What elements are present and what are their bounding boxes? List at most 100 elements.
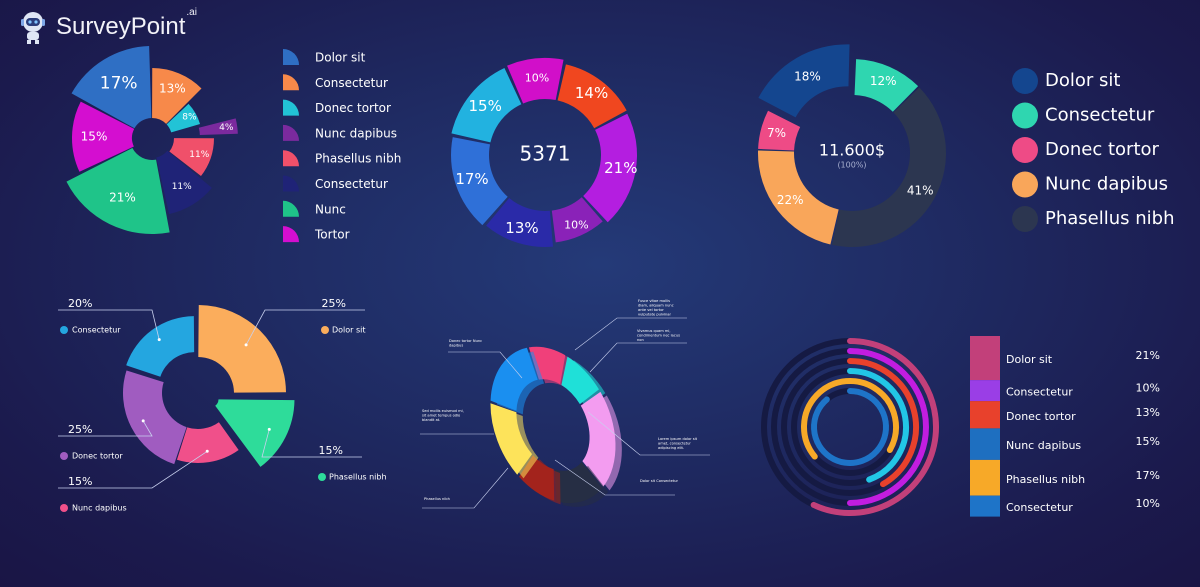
callout-dot <box>267 427 271 431</box>
radial-bar-2 <box>847 348 929 506</box>
slice-label: 17% <box>100 73 138 93</box>
pie-slice-7 <box>66 147 170 234</box>
callout-line <box>58 420 153 437</box>
legend-swatch-icon <box>283 226 299 243</box>
segment-label: 21% <box>604 159 637 177</box>
callout-label: Donec tortor <box>72 452 123 461</box>
donut-segment-5 <box>486 198 554 248</box>
legend-dot-icon <box>60 452 68 460</box>
slice-label: 11% <box>172 182 192 192</box>
annotation-line <box>574 317 687 351</box>
pie-slice-1 <box>71 46 152 129</box>
donut-segment-5 <box>758 44 850 118</box>
slice-label: 13% <box>159 82 186 96</box>
segment-label: 22% <box>777 193 804 207</box>
callout-value: 15% <box>319 444 343 457</box>
pie-slice-6 <box>156 150 212 215</box>
donut-segment-7 <box>451 67 522 143</box>
segment-label: 13% <box>505 219 538 237</box>
legend-label: Consectetur <box>1006 501 1073 514</box>
donut-segment-6 <box>451 137 508 226</box>
callout-label: Dolor sit <box>332 326 366 335</box>
radial-bar-6 <box>811 388 889 466</box>
legend-label: Dolor sit <box>1006 353 1053 366</box>
legend-value: 10% <box>1136 382 1160 395</box>
legend-label: Nunc dapibus <box>1045 174 1168 195</box>
legend-label: Nunc dapibus <box>315 126 397 140</box>
annotation-text: Sed mollis euismod mi, sit amet tempus od… <box>422 409 464 422</box>
callout-dot <box>205 449 209 453</box>
radial-bar-5 <box>801 378 899 460</box>
donut-segment-4 <box>758 110 801 151</box>
legend-label: Phasellus nibh <box>1045 208 1175 229</box>
pie-slice-4 <box>123 370 187 465</box>
legend-label: Donec tortor <box>1006 410 1076 423</box>
annotation-line <box>587 411 710 456</box>
legend-dot-icon <box>1012 206 1038 232</box>
legend-swatch-icon <box>283 74 299 91</box>
segment-label: 17% <box>455 170 488 188</box>
donut-segment-2 <box>557 64 627 129</box>
legend-label: Dolor sit <box>315 51 366 65</box>
legend-value: 17% <box>1136 469 1160 482</box>
pie-slice-1 <box>198 305 286 393</box>
legend-label: Donec tortor <box>315 101 391 115</box>
donut-center-total: 11.600$ <box>819 141 885 160</box>
legend-bar-1 <box>970 336 1000 381</box>
slice-label: 21% <box>109 191 136 205</box>
ring-segment-6 <box>490 403 533 475</box>
annotation-line <box>554 459 675 496</box>
callout-dot <box>141 419 145 423</box>
donut-center-sublabel: (100%) <box>837 161 866 170</box>
legend-label: Nunc dapibus <box>1006 439 1081 452</box>
segment-label: 7% <box>767 126 786 140</box>
legend-label: Consectetur <box>1006 386 1073 399</box>
callout-value: 15% <box>68 475 92 488</box>
legend-bar-6 <box>970 495 1000 517</box>
donut-segment-3 <box>758 150 839 245</box>
ring-3d <box>490 346 622 507</box>
legend-bar-2 <box>970 380 1000 402</box>
slice-label: 15% <box>81 129 108 143</box>
callout-value: 25% <box>68 423 92 436</box>
ring-segment-2 <box>561 356 599 405</box>
donut-center-total: 5371 <box>520 142 571 166</box>
legend-bar-4 <box>970 428 1000 460</box>
brand-name: SurveyPoint.ai <box>56 7 197 40</box>
legend-dot-icon <box>1012 171 1038 198</box>
ring-segment-4 <box>554 462 602 504</box>
pie-slice-2 <box>152 68 202 124</box>
callout-label: Nunc dapibus <box>72 504 127 513</box>
ring-segment-3 <box>580 391 616 487</box>
legend-label: Consectetur <box>315 177 388 191</box>
legend-value: 13% <box>1136 406 1160 419</box>
legend-swatch-icon <box>283 150 299 167</box>
segment-label: 10% <box>525 71 549 84</box>
legend-swatch-icon <box>283 124 299 141</box>
legend-swatch-icon <box>283 175 299 192</box>
callout-label: Consectetur <box>72 326 121 335</box>
slice-label: 11% <box>189 150 209 160</box>
segment-label: 12% <box>870 74 897 88</box>
pie-slice-4 <box>198 118 238 135</box>
legend-dot-icon <box>1012 102 1038 129</box>
segment-label: 10% <box>564 218 588 231</box>
donut-segment-1 <box>507 57 564 104</box>
donut-segment-2 <box>831 87 946 247</box>
annotation-text: Phasellus nibh <box>424 497 450 501</box>
legend-dot-icon <box>1012 137 1038 163</box>
legend-label: Consectetur <box>1045 105 1155 126</box>
radial-bar-1 <box>810 338 939 516</box>
legend-bar-3 <box>970 401 1000 429</box>
callout-dot <box>244 343 248 347</box>
legend-label: Tortor <box>314 228 350 242</box>
segment-label: 14% <box>575 84 608 102</box>
callout-value: 25% <box>322 297 346 310</box>
annotation-text: Dolor sit Consectetur <box>640 479 679 483</box>
donut-segment-4 <box>551 197 603 243</box>
slice-label: 8% <box>182 112 197 122</box>
pie-slice-8 <box>72 101 135 172</box>
donut-segment-1 <box>854 59 919 112</box>
callout-value: 20% <box>68 297 92 310</box>
